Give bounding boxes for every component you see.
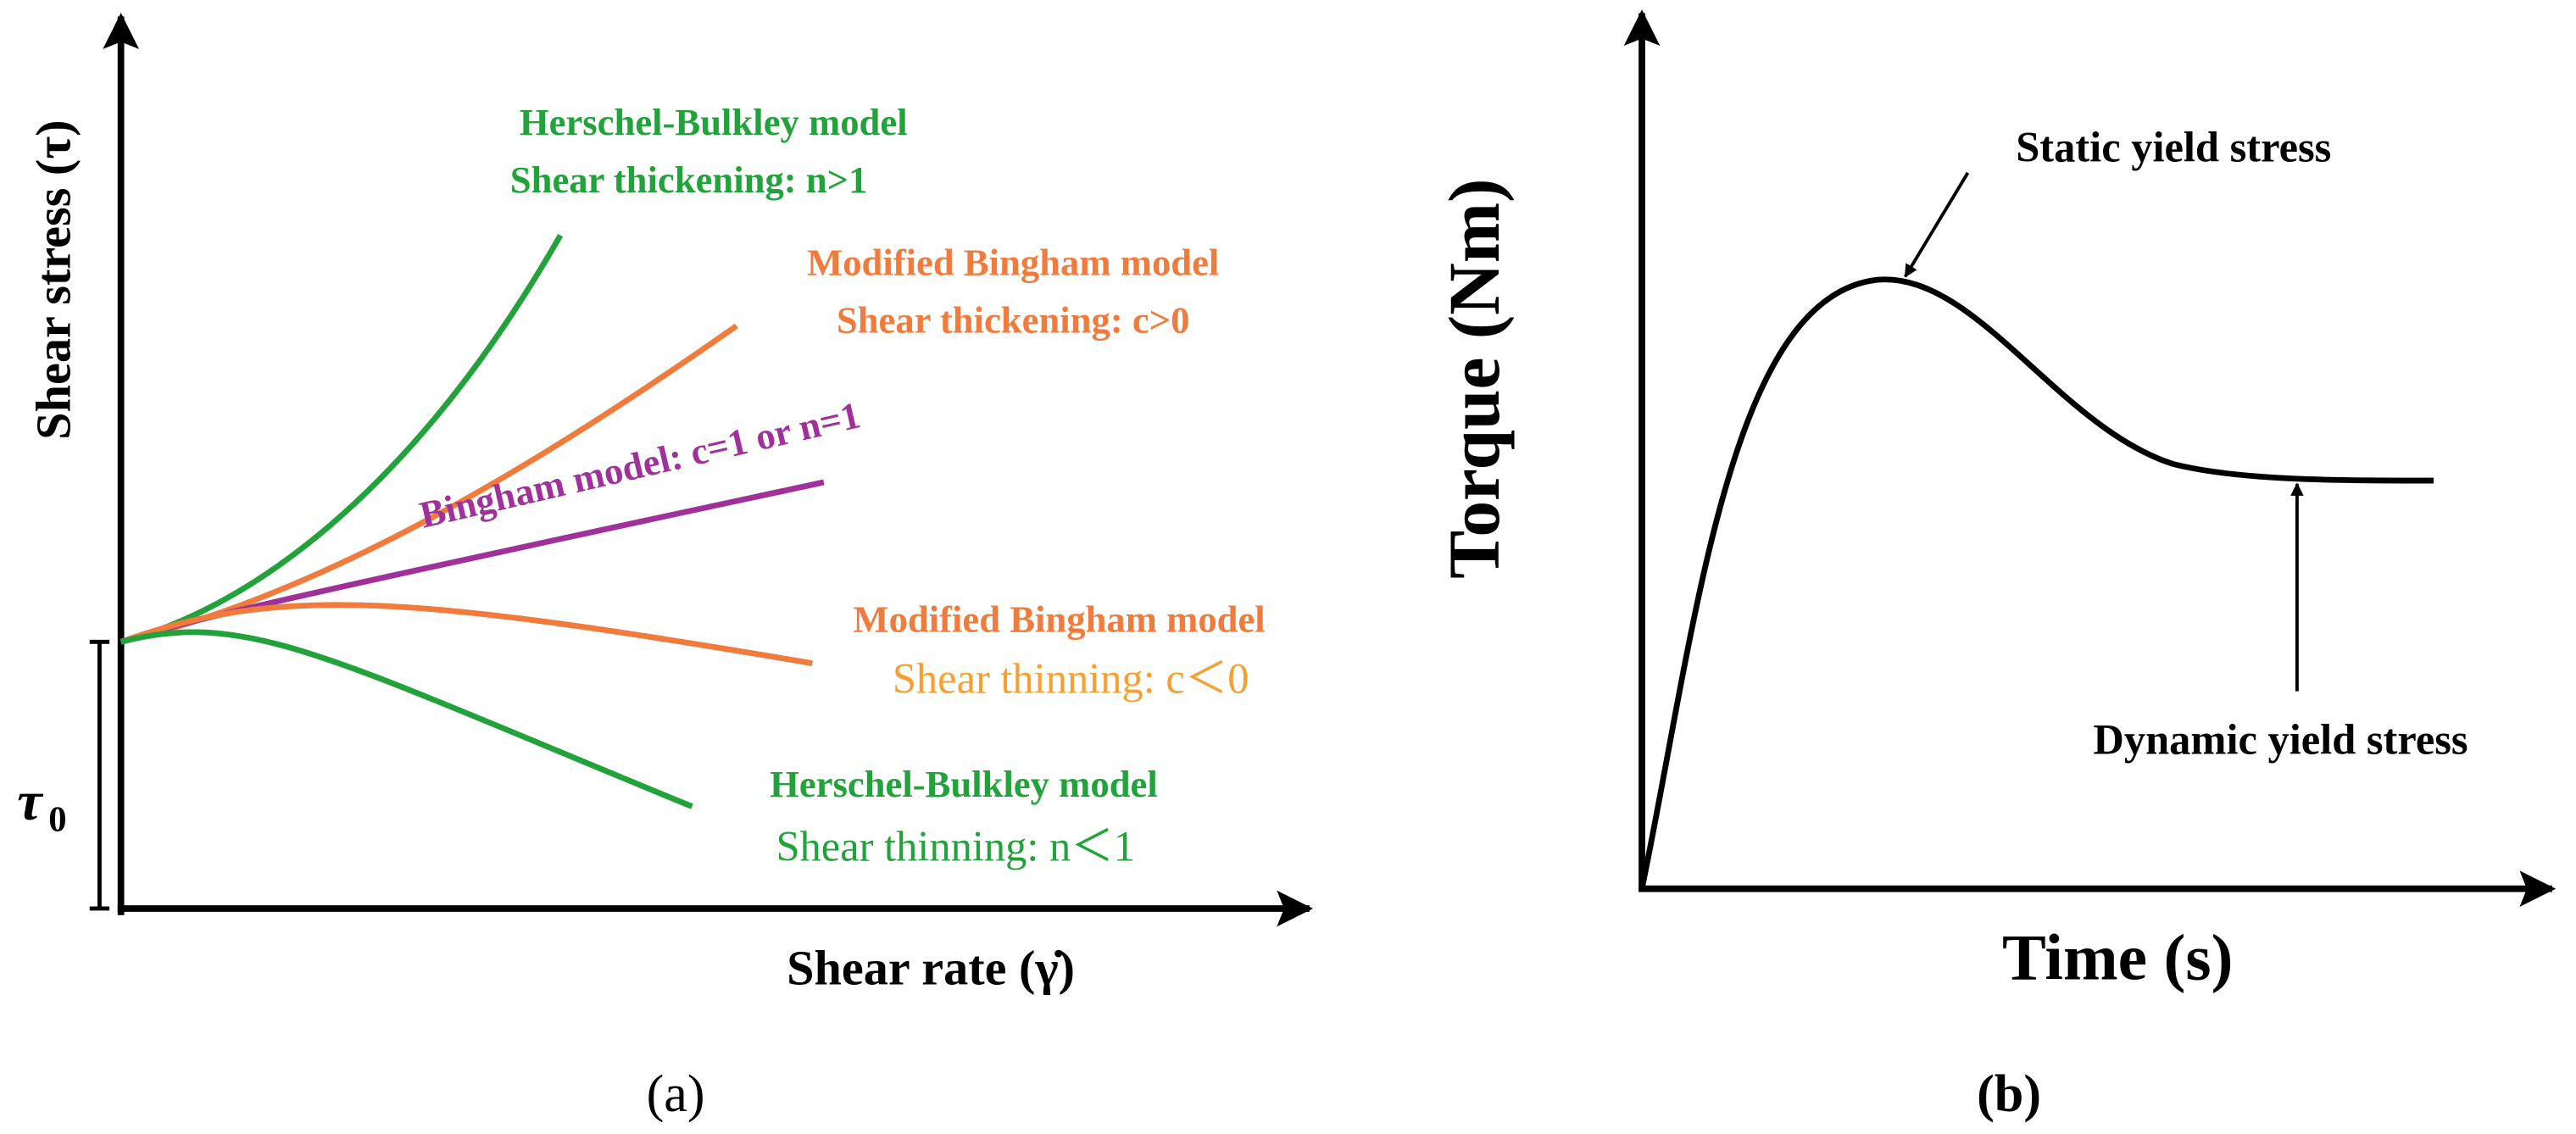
curves [120, 234, 825, 809]
label: Shear thickening: c>0 [837, 298, 1190, 341]
mb-thinning-curve [120, 602, 813, 666]
panel-b: Torque (Nm) Time (s) Static yield stress… [1435, 9, 2557, 1123]
x-axis-label: Time (s) [2002, 920, 2233, 993]
tau-subscript: 0 [48, 800, 66, 840]
hb-thinning-curve [120, 629, 693, 809]
tau-symbol: τ [17, 770, 43, 832]
annotation: Dynamic yield stress [2093, 715, 2468, 763]
caption: (b) [1977, 1065, 2041, 1123]
label: Herschel-Bulkley model [770, 763, 1158, 805]
y-axis-label: Shear stress (τ) [25, 120, 81, 439]
label: Herschel-Bulkley model [520, 101, 908, 143]
label: Shear thickening: n>1 [510, 158, 868, 201]
label: Shear thinning: c＜0 [893, 655, 1249, 703]
label: Shear thinning: n＜1 [776, 823, 1134, 870]
x-axis-label: Shear rate (γ̇) [787, 940, 1075, 995]
torque-curve [1639, 276, 2434, 890]
panel-a: Shear stress (τ) Shear rate (γ̇) τ 0 Her… [17, 13, 1314, 1123]
static-arrow [1904, 171, 1970, 278]
y-axis-label: Torque (Nm) [1435, 178, 1515, 578]
annotation: Static yield stress [2016, 123, 2331, 170]
hb-thickening-curve [120, 234, 564, 645]
label: Bingham model: c=1 or n=1 [415, 393, 864, 536]
label: Modified Bingham model [853, 598, 1265, 641]
caption: (a) [647, 1065, 705, 1123]
tau-bracket [89, 639, 110, 911]
label: Modified Bingham model [807, 241, 1219, 283]
